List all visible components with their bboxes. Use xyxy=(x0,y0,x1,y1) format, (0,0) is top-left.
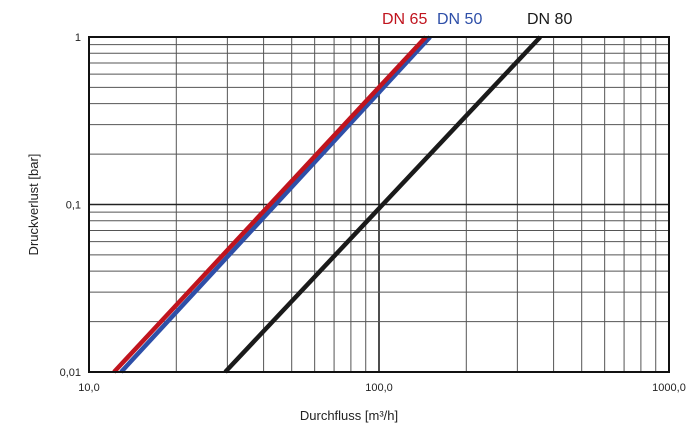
y-axis-label: Druckverlust [bar] xyxy=(26,154,41,256)
legend: DN 65 DN 50 DN 80 xyxy=(382,11,572,28)
grid xyxy=(89,37,669,372)
series-line-dn-80 xyxy=(223,35,542,374)
y-tick-label: 1 xyxy=(75,32,81,44)
series-line-dn-65 xyxy=(112,35,428,374)
series-lines xyxy=(112,35,542,374)
legend-item-dn-80: DN 80 xyxy=(527,11,572,28)
x-axis-label: Durchfluss [m³/h] xyxy=(300,408,398,423)
legend-item-dn-50: DN 50 xyxy=(437,11,482,28)
y-tick-label: 0,1 xyxy=(66,200,81,212)
plot-frame xyxy=(88,36,670,373)
legend-item-dn-65: DN 65 xyxy=(382,11,427,28)
x-tick-label: 100,0 xyxy=(365,382,393,394)
x-tick-label: 10,0 xyxy=(78,382,99,394)
series-line-dn-50 xyxy=(119,35,432,374)
x-tick-label: 1000,0 xyxy=(652,382,686,394)
y-tick-label: 0,01 xyxy=(60,367,81,379)
tick-labels: 10,0 100,0 1000,0 1 0,1 0,01 xyxy=(60,32,686,394)
